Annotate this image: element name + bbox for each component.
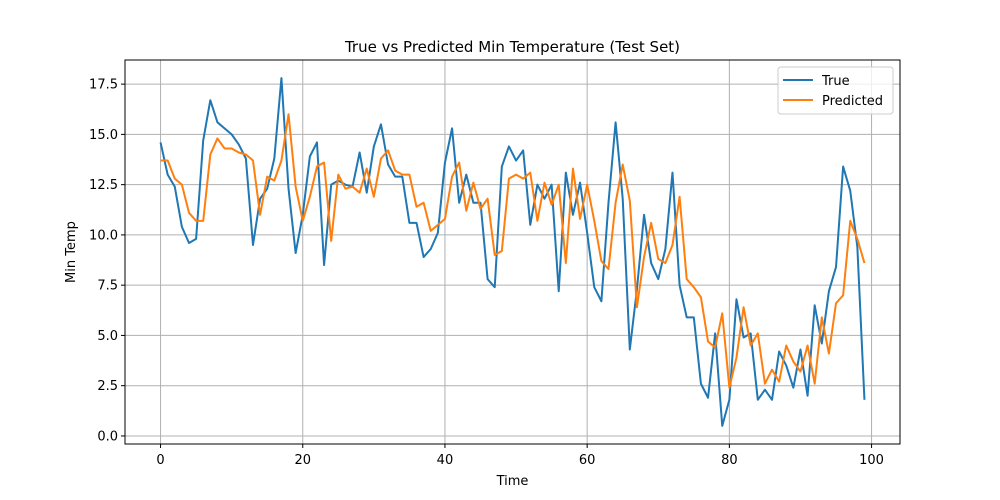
- x-axis-title: Time: [496, 474, 529, 489]
- y-tick-label: 10.0: [89, 228, 118, 243]
- legend-box: [777, 66, 894, 115]
- axis-ticks: 0 20 40 60 80 100 0.0 2.5 5.0 7.5 10.0 12.5 15.0 17.5: [89, 78, 884, 468]
- y-axis-title: Min Temp: [64, 221, 79, 283]
- x-tick-label: 20: [294, 453, 311, 468]
- y-tick-label: 0.0: [97, 429, 118, 444]
- y-tick-label: 17.5: [89, 78, 118, 93]
- chart-title: True vs Predicted Min Temperature (Test …: [344, 38, 680, 56]
- series-line-predicted: [160, 113, 866, 389]
- legend-label-true: True: [821, 74, 850, 89]
- grid: [125, 60, 900, 444]
- x-tick-label: 80: [721, 453, 738, 468]
- y-tick-label: 12.5: [89, 178, 118, 193]
- x-tick-label: 60: [579, 453, 596, 468]
- x-tick-label: 0: [156, 453, 164, 468]
- y-tick-label: 5.0: [97, 329, 118, 344]
- series-lines: [159, 77, 866, 427]
- y-tick-label: 2.5: [97, 379, 118, 394]
- x-tick-label: 40: [437, 453, 454, 468]
- plot-area-frame: [124, 59, 901, 445]
- legend: True Predicted: [777, 66, 894, 115]
- x-tick-label: 100: [859, 453, 884, 468]
- y-tick-label: 7.5: [97, 279, 118, 294]
- series-line-true: [159, 77, 866, 427]
- y-tick-label: 15.0: [89, 128, 118, 143]
- legend-label-predicted: Predicted: [822, 94, 883, 109]
